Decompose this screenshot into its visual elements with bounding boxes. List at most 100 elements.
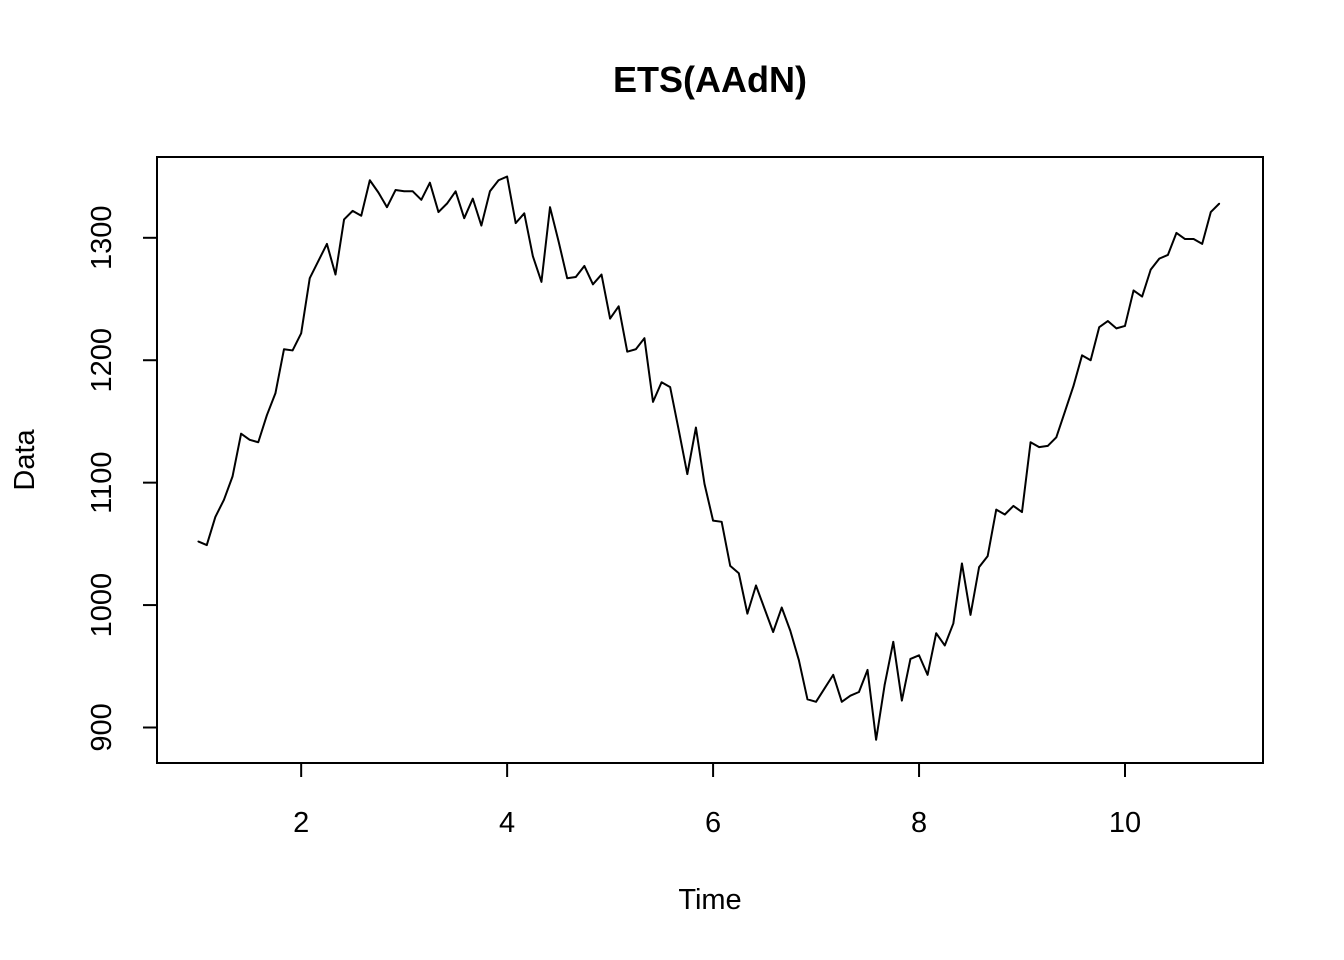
data-point	[686, 473, 689, 475]
data-point	[317, 260, 320, 262]
data-point	[901, 699, 903, 702]
data-point	[617, 305, 620, 308]
data-point	[1029, 441, 1032, 444]
x-axis-title: Time	[678, 884, 741, 916]
data-point	[1055, 436, 1058, 439]
y-axis-title: Data	[9, 429, 41, 491]
data-point	[883, 683, 886, 686]
data-point	[454, 190, 457, 193]
data-point	[995, 508, 998, 511]
x-tick-label: 4	[499, 807, 515, 839]
y-tick-label: 900	[86, 703, 118, 751]
data-point	[738, 572, 740, 575]
data-point	[377, 191, 380, 194]
data-point	[986, 555, 989, 557]
data-point	[257, 441, 260, 444]
data-point	[789, 629, 792, 632]
data-point	[746, 612, 749, 615]
data-point	[1107, 320, 1109, 322]
data-point	[823, 687, 826, 690]
data-point	[798, 659, 800, 661]
data-point	[695, 426, 697, 429]
data-point	[729, 565, 732, 567]
data-point	[308, 277, 311, 280]
data-point	[609, 317, 611, 320]
plot-frame	[156, 156, 1264, 764]
data-point	[815, 700, 817, 703]
data-point	[214, 516, 217, 518]
data-point	[1132, 289, 1135, 292]
y-tick-label: 1100	[86, 451, 118, 513]
data-point	[463, 217, 466, 220]
data-point	[369, 179, 371, 182]
data-point	[480, 224, 483, 227]
y-tick-label: 1000	[86, 573, 118, 638]
data-point	[1167, 254, 1169, 256]
data-point	[420, 199, 423, 201]
data-point	[514, 222, 517, 224]
data-point	[660, 381, 663, 384]
data-point	[961, 562, 963, 565]
data-point	[935, 632, 937, 635]
data-point	[403, 190, 405, 193]
data-point	[326, 243, 328, 245]
data-point	[291, 349, 294, 352]
y-tick-label: 1200	[86, 328, 118, 393]
x-tick-label: 2	[293, 807, 309, 839]
data-point	[231, 475, 234, 478]
data-point	[600, 273, 603, 276]
data-point	[1218, 202, 1221, 205]
data-point	[669, 386, 671, 388]
data-point	[1046, 445, 1049, 447]
data-point	[703, 483, 706, 485]
data-point	[1038, 446, 1040, 448]
data-point	[1175, 232, 1178, 234]
data-point	[523, 212, 526, 215]
data-point	[1201, 243, 1203, 245]
data-point	[1072, 385, 1075, 387]
x-tick-label: 6	[705, 807, 721, 839]
data-point	[1192, 238, 1195, 240]
data-point	[557, 240, 560, 243]
data-point	[832, 674, 835, 676]
data-point	[952, 622, 955, 625]
data-point	[1124, 325, 1126, 327]
data-point	[875, 738, 877, 741]
data-point	[858, 691, 860, 693]
data-point	[1021, 511, 1023, 513]
data-point	[1141, 295, 1143, 298]
data-point	[755, 584, 757, 587]
data-point	[506, 175, 508, 178]
data-point	[849, 694, 852, 697]
data-point	[300, 332, 302, 335]
data-point	[1158, 257, 1161, 260]
data-point	[592, 283, 594, 286]
x-tick-label: 8	[911, 807, 927, 839]
data-point	[489, 190, 491, 193]
data-point	[248, 439, 251, 441]
data-point	[840, 700, 843, 703]
data-point	[197, 540, 199, 543]
data-point	[446, 202, 448, 205]
data-point	[772, 631, 774, 633]
data-point	[549, 206, 551, 208]
data-point	[429, 181, 431, 184]
data-point	[1004, 513, 1006, 516]
x-tick-label: 10	[1109, 807, 1141, 839]
data-point	[497, 179, 500, 182]
data-point	[1184, 238, 1186, 240]
data-point	[918, 654, 920, 657]
data-point	[626, 350, 629, 353]
data-point	[411, 190, 414, 193]
data-point	[1115, 327, 1118, 330]
data-point	[806, 698, 809, 701]
data-point	[1149, 268, 1152, 271]
data-point	[926, 674, 929, 676]
data-point	[780, 606, 783, 609]
data-point	[909, 658, 912, 660]
data-point	[1012, 505, 1015, 507]
data-point	[205, 544, 208, 546]
data-point	[643, 337, 646, 339]
data-points	[197, 175, 1221, 741]
y-axis: 900 1000 1100 1200 1300	[86, 206, 157, 752]
